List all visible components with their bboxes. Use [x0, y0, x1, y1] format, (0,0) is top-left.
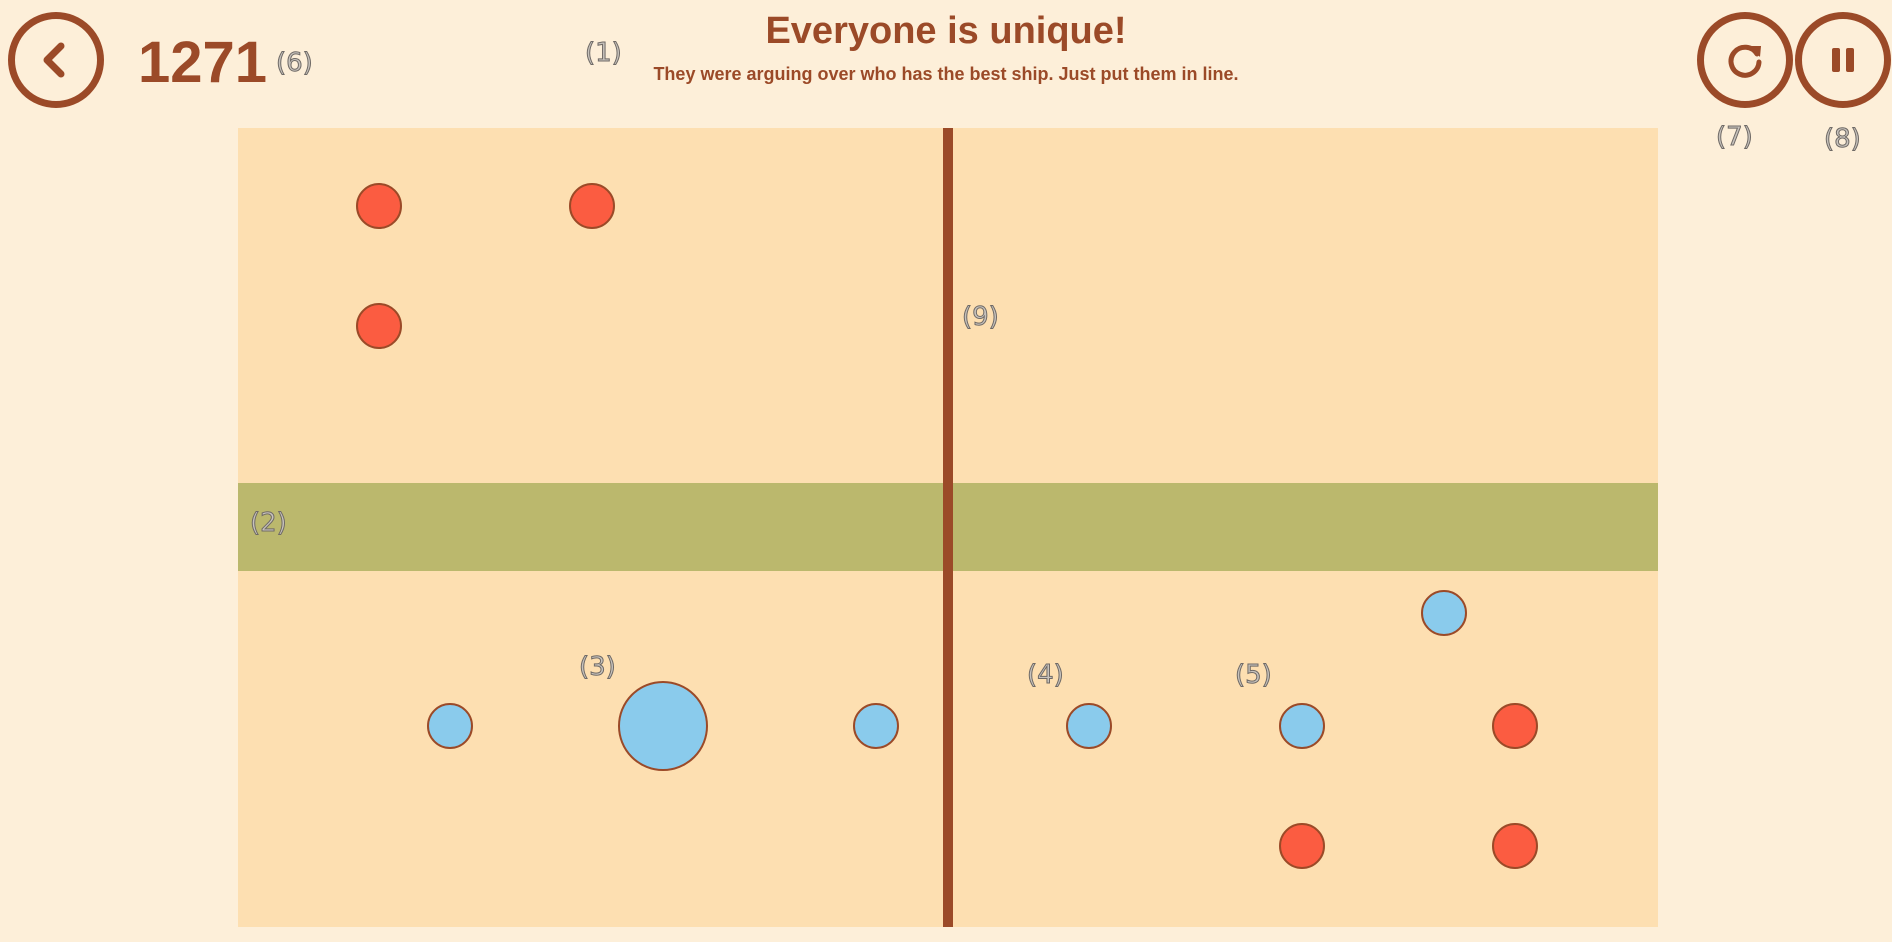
large-blue-piece[interactable] [618, 681, 708, 771]
red-piece[interactable] [1492, 823, 1538, 869]
divider-wall [943, 128, 953, 927]
red-piece[interactable] [1492, 703, 1538, 749]
restart-icon [1728, 44, 1762, 78]
blue-piece[interactable] [1066, 703, 1112, 749]
chevron-left-icon [43, 42, 65, 78]
level-hint: They were arguing over who has the best … [653, 64, 1239, 84]
blue-piece[interactable] [853, 703, 899, 749]
marker-5: (5) [1235, 660, 1273, 690]
red-piece[interactable] [1279, 823, 1325, 869]
level-title: Everyone is unique! [765, 10, 1127, 52]
marker-2: (2) [250, 508, 288, 538]
blue-piece[interactable] [1279, 703, 1325, 749]
pause-button[interactable] [1795, 12, 1891, 108]
blue-piece[interactable] [1421, 590, 1467, 636]
marker-8: (8) [1824, 124, 1862, 154]
red-piece[interactable] [569, 183, 615, 229]
score-counter: 1271 [138, 30, 268, 95]
marker-6: (6) [276, 48, 314, 78]
red-piece[interactable] [356, 303, 402, 349]
marker-4: (4) [1027, 660, 1065, 690]
marker-7: (7) [1716, 122, 1754, 152]
marker-1: (1) [585, 38, 623, 68]
blue-piece[interactable] [427, 703, 473, 749]
pause-icon [1832, 48, 1854, 72]
back-button[interactable] [8, 12, 104, 108]
restart-button[interactable] [1697, 12, 1793, 108]
red-piece[interactable] [356, 183, 402, 229]
marker-3: (3) [579, 652, 617, 682]
marker-9: (9) [962, 302, 1000, 332]
